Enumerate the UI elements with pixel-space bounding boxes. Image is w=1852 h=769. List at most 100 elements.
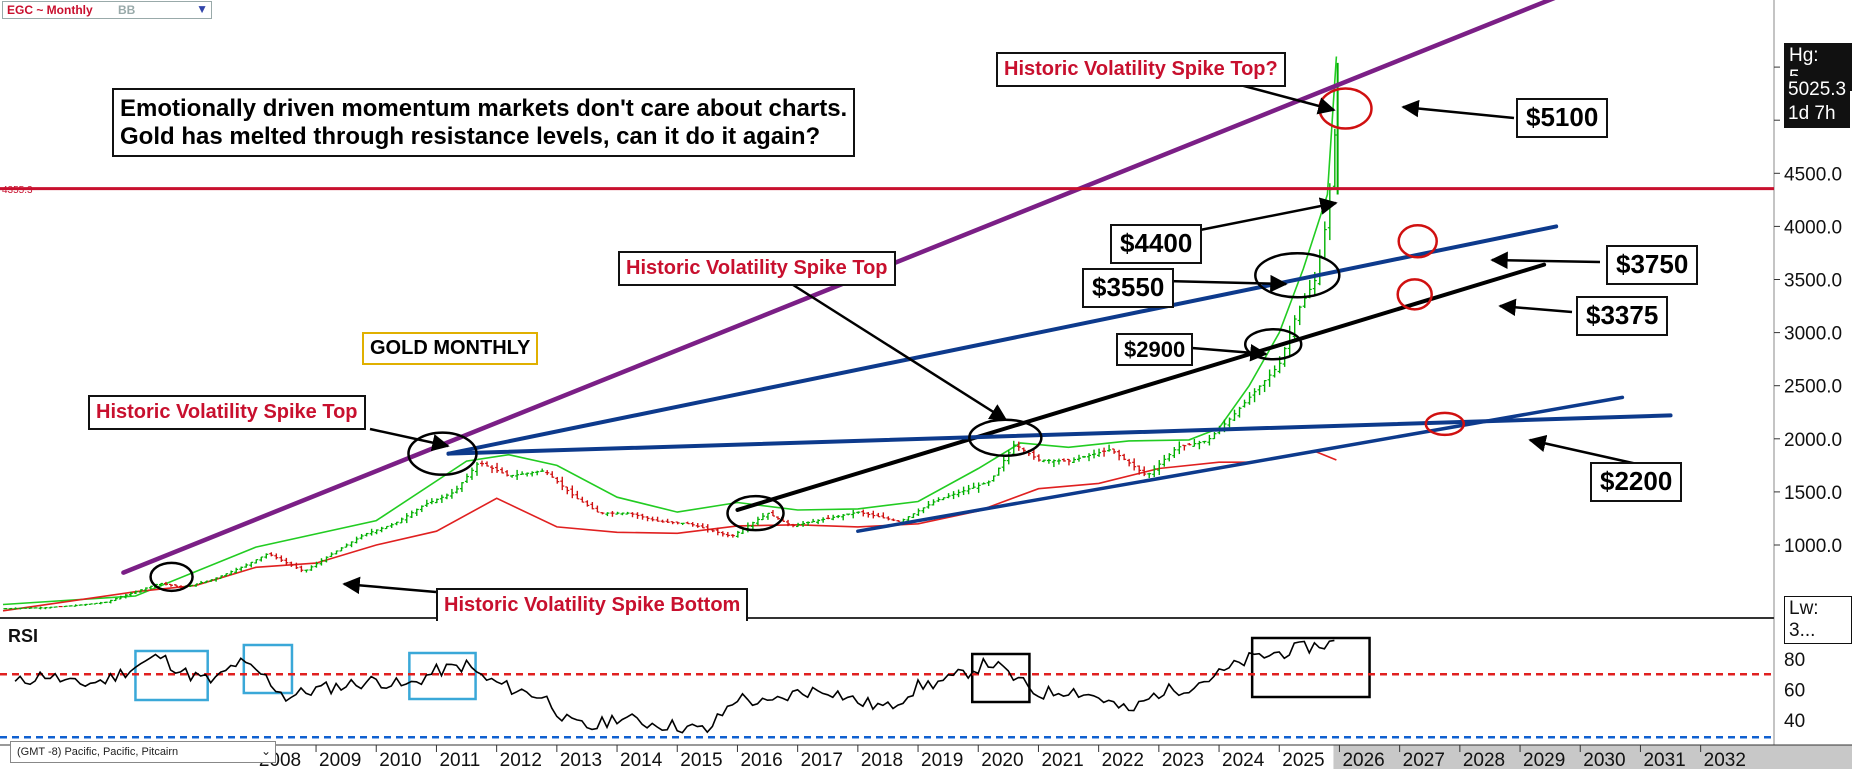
price-tick-label: 2000.0 [1784, 430, 1842, 451]
hvs-top-2011: Historic Volatility Spike Top [88, 395, 366, 430]
timezone-selector[interactable]: (GMT -8) Pacific, Pacific, Pitcairn ⌄ [10, 741, 276, 763]
price-5100-box: $5100 [1516, 98, 1609, 138]
price-3375-box: $3375 [1576, 296, 1669, 336]
year-tick-label: 2028 [1463, 750, 1505, 769]
hvs-top-2020: Historic Volatility Spike Top [618, 251, 896, 286]
x-axis-future-band [1333, 745, 1852, 769]
price-2200: $2200 [1600, 466, 1673, 496]
year-tick-label: 2027 [1403, 750, 1445, 769]
year-tick-label: 2014 [620, 750, 663, 769]
circle-2011 [407, 431, 478, 476]
year-tick-label: 2013 [560, 750, 602, 769]
year-tick-label: 2023 [1162, 750, 1204, 769]
circle-3750 [1397, 224, 1438, 259]
rsi-box-2025 [1250, 636, 1371, 699]
reference-level-label: 4355.3 [2, 185, 33, 196]
year-tick-label: 2009 [319, 750, 361, 769]
trendline-blue-lower [856, 395, 1625, 533]
circle-3375 [1396, 278, 1433, 311]
year-tick-label: 2012 [500, 750, 542, 769]
circle-2900 [1243, 328, 1303, 361]
study-label: BB [118, 3, 136, 17]
rsi-label: RSI [8, 626, 39, 646]
current-price: 5025.3 [1788, 79, 1847, 100]
lower-band-line [2, 450, 1337, 612]
year-tick-label: 2024 [1222, 750, 1265, 769]
hvs-top-2020-text: Historic Volatility Spike Top [626, 257, 888, 279]
price-tick-label: 4500.0 [1784, 164, 1842, 185]
year-tick-label: 2010 [379, 750, 421, 769]
arrow-3750 [1490, 251, 1601, 270]
hvs-bottom-text: Historic Volatility Spike Bottom [444, 594, 741, 616]
hvs-bottom: Historic Volatility Spike Bottom [436, 588, 749, 621]
chevron-down-icon[interactable]: ▼ [196, 2, 208, 16]
price-3375: $3375 [1586, 300, 1659, 330]
arrow-3375 [1498, 298, 1573, 317]
headline-line-1: Emotionally driven momentum markets don'… [120, 95, 848, 122]
rsi-box-2008 [242, 643, 294, 695]
arrow-2200 [1528, 434, 1647, 468]
price-tick-label: 3500.0 [1784, 271, 1842, 292]
trendline-blue-flat [446, 413, 1673, 456]
arrow-3550 [1164, 274, 1288, 293]
year-tick-label: 2015 [680, 750, 722, 769]
price-tick-label: 4000.0 [1784, 217, 1842, 238]
year-tick-label: 2031 [1643, 750, 1685, 769]
rsi-tick-label: 40 [1784, 711, 1805, 732]
rsi-tick-label: 80 [1784, 650, 1805, 671]
year-tick-label: 2029 [1523, 750, 1565, 769]
headline-line-2: Gold has melted through resistance level… [120, 122, 821, 150]
circle-2200 [1424, 411, 1466, 437]
year-tick-label: 2019 [921, 750, 963, 769]
arrow-hvs-2020 [789, 281, 1008, 422]
year-tick-label: 2030 [1583, 750, 1625, 769]
price-3550-box: $3550 [1082, 268, 1175, 308]
hvs-top-question: Historic Volatility Spike Top? [996, 52, 1286, 87]
upper-band-line [2, 56, 1338, 606]
low-label: Lw: 3... [1784, 596, 1852, 644]
year-tick-label: 2020 [981, 750, 1023, 769]
rsi-box-2020 [970, 652, 1031, 704]
hvs-top-question-text: Historic Volatility Spike Top? [1004, 58, 1278, 80]
bar-time: 1d 7h [1788, 102, 1836, 124]
price-3750: $3750 [1616, 249, 1689, 279]
symbol-label: EGC ~ Monthly [7, 3, 93, 17]
arrow-hvs-2011 [369, 427, 450, 452]
chevron-down-icon[interactable]: ⌄ [260, 744, 271, 758]
hvs-top-2011-text: Historic Volatility Spike Top [96, 401, 358, 423]
year-tick-label: 2011 [439, 750, 480, 769]
rsi-tick-label: 60 [1784, 681, 1805, 702]
price-2900: $2900 [1124, 337, 1186, 362]
future-shade [1333, 0, 1754, 638]
year-tick-label: 2017 [801, 750, 843, 769]
price-tick-label: 3000.0 [1784, 324, 1842, 345]
price-3750-box: $3750 [1606, 245, 1699, 285]
rsi-box-2011 [408, 651, 477, 701]
price-4400: $4400 [1120, 228, 1193, 258]
chart-label: GOLD MONTHLY [370, 337, 531, 359]
arrow-4400 [1189, 197, 1338, 234]
year-tick-label: 2025 [1282, 750, 1324, 769]
circle-2016 [726, 494, 785, 532]
price-tick-label: 2500.0 [1784, 377, 1842, 398]
price-5100: $5100 [1526, 102, 1599, 132]
headline-note: Emotionally driven momentum markets don'… [112, 88, 856, 158]
year-tick-label: 2026 [1342, 750, 1384, 769]
year-tick-label: 2021 [1041, 750, 1083, 769]
year-tick-label: 2018 [861, 750, 903, 769]
year-tick-label: 2016 [740, 750, 782, 769]
timezone-value: (GMT -8) Pacific, Pacific, Pitcairn [17, 746, 179, 758]
price-tick-label: 1000.0 [1784, 536, 1842, 557]
price-2200-box: $2200 [1590, 462, 1683, 502]
price-tick-label: 1500.0 [1784, 483, 1842, 504]
chart-label-box: GOLD MONTHLY [362, 332, 539, 365]
price-3550: $3550 [1092, 272, 1165, 302]
rsi-line [14, 639, 1335, 734]
price-2900-box: $2900 [1116, 333, 1194, 367]
year-tick-label: 2022 [1102, 750, 1144, 769]
price-4400-box: $4400 [1110, 224, 1203, 264]
circle-3550 [1254, 252, 1341, 299]
circle-2006 [149, 561, 194, 593]
symbol-tag[interactable]: EGC ~ Monthly BB ▼ [2, 1, 212, 19]
arrow-5100 [1401, 99, 1515, 120]
